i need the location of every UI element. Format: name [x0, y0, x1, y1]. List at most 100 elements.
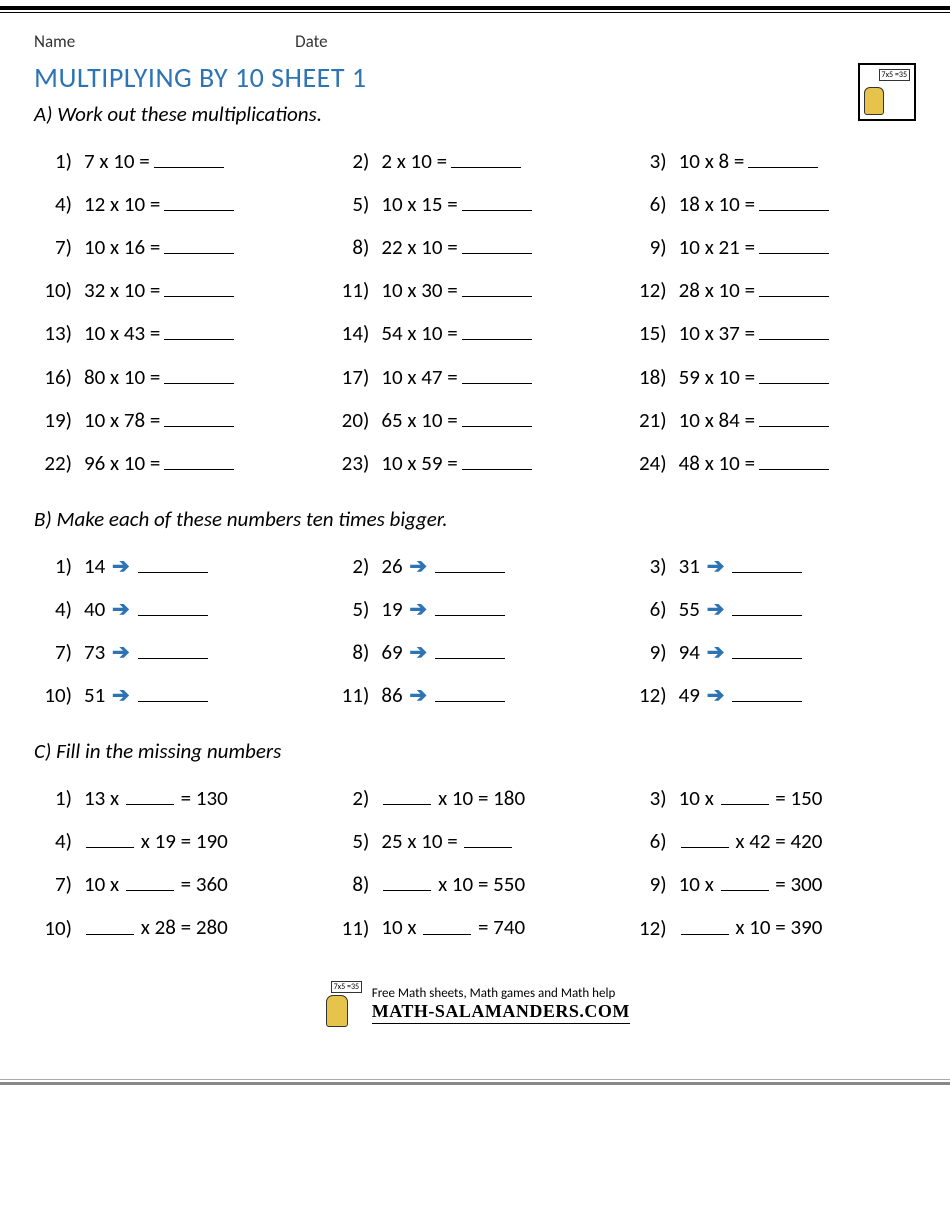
answer-blank[interactable]: [423, 911, 471, 934]
problem-item: 10)51 ➔: [34, 679, 321, 708]
problem-number: 2): [331, 553, 375, 579]
answer-blank[interactable]: [721, 868, 769, 891]
problem-item: 10) x 28 = 280: [34, 911, 321, 940]
problem-expression: 10 x 21 =: [673, 234, 759, 260]
problem-item: 12)28 x 10 =: [629, 274, 916, 303]
problem-item: 5)10 x 15 =: [331, 188, 618, 217]
bottom-rule-thin: [0, 1079, 950, 1080]
problem-number: 23): [331, 450, 375, 476]
answer-blank[interactable]: [86, 825, 134, 848]
problem-item: 20)65 x 10 =: [331, 404, 618, 433]
answer-blank[interactable]: [138, 636, 208, 659]
answer-blank[interactable]: [164, 317, 234, 340]
answer-blank[interactable]: [164, 274, 234, 297]
problem-number: 24): [629, 450, 673, 476]
answer-blank[interactable]: [462, 447, 532, 470]
answer-blank[interactable]: [759, 274, 829, 297]
arrow-icon: ➔: [407, 596, 431, 622]
problem-expression: 10 x 8 =: [673, 148, 749, 174]
answer-blank[interactable]: [138, 593, 208, 616]
answer-blank[interactable]: [126, 868, 174, 891]
problem-item: 8)22 x 10 =: [331, 231, 618, 260]
problem-number: 8): [331, 871, 375, 897]
answer-blank[interactable]: [759, 447, 829, 470]
problem-item: 4)12 x 10 =: [34, 188, 321, 217]
top-rule-thin: [0, 12, 950, 13]
answer-blank[interactable]: [759, 231, 829, 254]
answer-blank[interactable]: [732, 550, 802, 573]
answer-blank[interactable]: [451, 145, 521, 168]
answer-blank[interactable]: [435, 550, 505, 573]
problem-expression: 32 x 10 =: [78, 277, 164, 303]
problem-number: 18): [629, 364, 673, 390]
problem-number: 5): [331, 596, 375, 622]
answer-blank[interactable]: [435, 593, 505, 616]
problem-expression: 10 x 15 =: [375, 191, 461, 217]
problem-number: 1): [34, 148, 78, 174]
page-footer: 7x5 =35 Free Math sheets, Math games and…: [34, 981, 916, 1029]
answer-blank[interactable]: [126, 782, 174, 805]
answer-blank[interactable]: [462, 274, 532, 297]
answer-blank[interactable]: [681, 911, 729, 934]
problem-item: 8) x 10 = 550: [331, 868, 618, 897]
section-b-grid: 1)14 ➔2)26 ➔3)31 ➔4)40 ➔5)19 ➔6)55 ➔7)73…: [34, 550, 916, 708]
problem-item: 17)10 x 47 =: [331, 360, 618, 389]
problem-item: 7)10 x 16 =: [34, 231, 321, 260]
answer-blank[interactable]: [462, 317, 532, 340]
answer-blank[interactable]: [383, 782, 431, 805]
problem-number: 5): [331, 828, 375, 854]
problem-expression: x 28 = 280: [78, 911, 232, 940]
answer-blank[interactable]: [435, 636, 505, 659]
footer-logo: 7x5 =35: [320, 981, 362, 1029]
answer-blank[interactable]: [732, 636, 802, 659]
answer-blank[interactable]: [462, 404, 532, 427]
answer-blank[interactable]: [462, 360, 532, 383]
answer-blank[interactable]: [462, 231, 532, 254]
answer-blank[interactable]: [164, 188, 234, 211]
answer-blank[interactable]: [462, 188, 532, 211]
problem-item: 1)7 x 10 =: [34, 145, 321, 174]
answer-blank[interactable]: [164, 231, 234, 254]
problem-number: 4): [34, 596, 78, 622]
problem-value: 94 ➔: [673, 639, 733, 665]
problem-number: 2): [331, 785, 375, 811]
answer-blank[interactable]: [748, 145, 818, 168]
problem-value: 86 ➔: [375, 682, 435, 708]
answer-blank[interactable]: [681, 825, 729, 848]
problem-expression: 13 x = 130: [78, 782, 232, 811]
answer-blank[interactable]: [464, 825, 512, 848]
section-c-instruction: C) Fill in the missing numbers: [34, 738, 916, 764]
problem-item: 13)10 x 43 =: [34, 317, 321, 346]
problem-item: 3)10 x 8 =: [629, 145, 916, 174]
answer-blank[interactable]: [759, 188, 829, 211]
worksheet-page: Name Date 7x5 =35 MULTIPLYING BY 10 SHEE…: [0, 23, 950, 1049]
problem-value: 31 ➔: [673, 553, 733, 579]
arrow-icon: ➔: [705, 639, 729, 665]
brand-logo: 7x5 =35: [858, 63, 916, 121]
problem-item: 23)10 x 59 =: [331, 447, 618, 476]
answer-blank[interactable]: [154, 145, 224, 168]
problem-expression: 10 x 37 =: [673, 320, 759, 346]
problem-value: 26 ➔: [375, 553, 435, 579]
problem-value: 55 ➔: [673, 596, 733, 622]
answer-blank[interactable]: [759, 360, 829, 383]
problem-number: 7): [34, 234, 78, 260]
top-rule-thick: [0, 6, 950, 10]
answer-blank[interactable]: [759, 404, 829, 427]
problem-number: 11): [331, 277, 375, 303]
answer-blank[interactable]: [164, 447, 234, 470]
answer-blank[interactable]: [138, 679, 208, 702]
answer-blank[interactable]: [721, 782, 769, 805]
answer-blank[interactable]: [435, 679, 505, 702]
answer-blank[interactable]: [732, 593, 802, 616]
problem-number: 14): [331, 320, 375, 346]
answer-blank[interactable]: [164, 404, 234, 427]
problem-expression: 59 x 10 =: [673, 364, 759, 390]
problem-number: 9): [629, 639, 673, 665]
answer-blank[interactable]: [138, 550, 208, 573]
answer-blank[interactable]: [383, 868, 431, 891]
answer-blank[interactable]: [86, 911, 134, 934]
answer-blank[interactable]: [732, 679, 802, 702]
answer-blank[interactable]: [759, 317, 829, 340]
answer-blank[interactable]: [164, 360, 234, 383]
